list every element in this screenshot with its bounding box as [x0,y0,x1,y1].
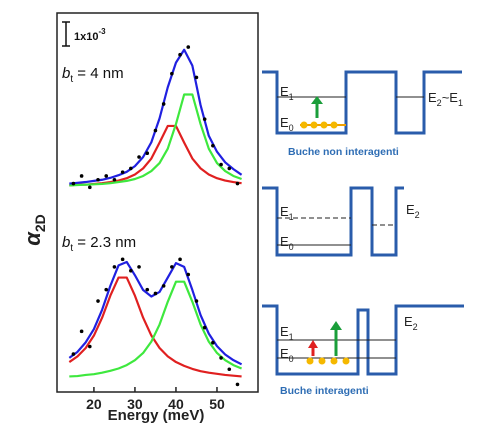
data-point [104,174,109,178]
data-point [235,382,240,387]
data-point [79,329,84,334]
data-point [161,102,166,106]
fit-curve [68,276,242,378]
data-point [202,117,207,121]
data-point [178,52,182,57]
level-label: E2~E1 [428,90,463,108]
annotation: bt = 4 nm [62,65,124,85]
x-axis-label: Energy (meV) [108,407,205,424]
data-point [227,166,232,171]
data-point [153,291,158,296]
data-point [129,166,133,171]
diagram: E1 E2 E0 [262,186,420,257]
data-point [71,181,76,186]
data-point [96,177,100,182]
data-point [170,71,174,76]
caption: Buche interagenti [280,385,369,397]
carrier [318,357,326,365]
level-label: E0 [280,234,294,252]
fit-curve [69,124,242,187]
data-point [219,356,223,360]
level-label: E1 [280,324,294,342]
diagram: E1 E2 E0 Buche interagenti [262,304,464,397]
data-point [178,257,182,262]
data-point [194,299,199,303]
scale-label: 1x10-3 [74,27,106,43]
carrier [330,121,338,129]
carrier [330,357,338,365]
data-point [227,367,232,372]
data-point [235,181,240,186]
data-point [219,162,223,167]
carrier [320,121,328,129]
level-label: E2 [406,202,420,220]
fit-curve [68,260,243,366]
carrier [300,121,308,129]
level-label: E0 [280,346,294,364]
data-point [137,155,141,159]
carrier [306,357,314,365]
well-profile [262,70,462,135]
level-label: E0 [280,115,294,133]
data-point [112,177,117,182]
caption: Buche non interagenti [288,146,399,158]
data-point [211,340,215,345]
x-tick-label: 40 [168,396,184,412]
data-point [161,284,166,288]
carrier [310,121,318,129]
x-tick-label: 50 [209,396,225,412]
data-point [202,325,207,330]
data-point [79,174,84,178]
data-point [194,75,199,80]
data-point [112,265,117,269]
level-label: E1 [280,84,294,102]
y-axis-label: α2D [20,214,48,246]
data-point [120,257,125,262]
data-point [96,299,100,303]
data-point [211,143,215,148]
level-label: E1 [280,204,294,222]
data-point [104,287,109,292]
well-profile [262,186,404,257]
fit-curve [69,93,242,187]
data-point [137,265,141,269]
data-point [186,45,191,49]
diagram: E1 E2~E1 E0 Buche non interagenti [262,70,463,158]
arrow [308,340,318,348]
plot [68,45,243,392]
data-point [71,352,76,356]
x-tick-label: 30 [127,396,143,412]
data-point [129,268,133,273]
data-point [186,272,191,277]
data-point [145,151,150,156]
carrier [342,357,350,365]
data-point [88,344,92,349]
arrow [311,96,323,104]
data-point [170,265,174,269]
plot-frame [56,12,259,393]
x-tick-label: 20 [86,396,102,412]
arrow [330,321,342,330]
data-point [88,185,92,190]
data-point [145,287,150,292]
data-point [120,170,125,174]
fit-curve [69,280,243,378]
annotation: bt = 2.3 nm [62,234,136,254]
data-point [153,128,158,133]
level-label: E2 [404,314,418,332]
